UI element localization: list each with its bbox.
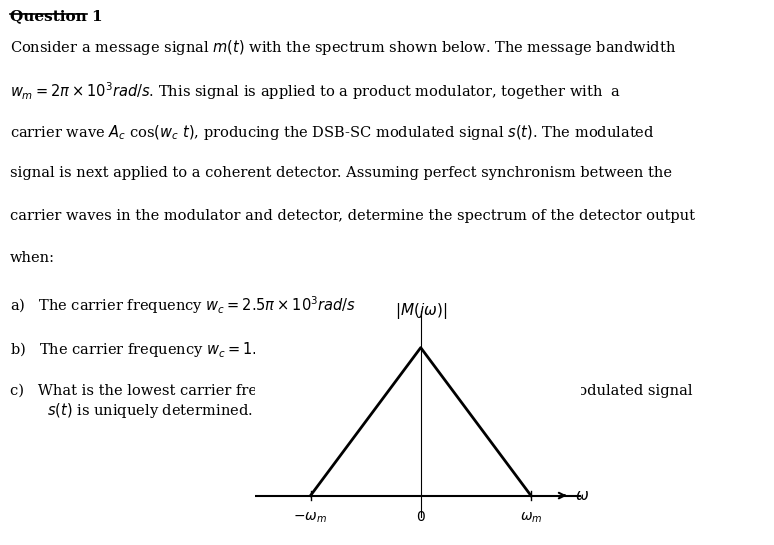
Text: carrier wave $A_c$ cos$(w_c\ t)$, producing the DSB-SC modulated signal $s(t)$. : carrier wave $A_c$ cos$(w_c\ t)$, produc… — [10, 123, 655, 142]
Text: b)   The carrier frequency $w_c = 1.5\pi \times 10^3 rad/s$: b) The carrier frequency $w_c = 1.5\pi \… — [10, 339, 357, 360]
Text: c)   What is the lowest carrier frequency for which each component of the modula: c) What is the lowest carrier frequency … — [10, 384, 693, 420]
Text: carrier waves in the modulator and detector, determine the spectrum of the detec: carrier waves in the modulator and detec… — [10, 209, 695, 222]
Text: Question 1: Question 1 — [10, 9, 103, 23]
Text: $w_m = 2\pi \times 10^3 rad/s$. This signal is applied to a product modulator, t: $w_m = 2\pi \times 10^3 rad/s$. This sig… — [10, 81, 622, 102]
Text: $\omega$: $\omega$ — [575, 488, 589, 502]
Text: a)   The carrier frequency $w_c = 2.5\pi \times 10^3 rad/s$: a) The carrier frequency $w_c = 2.5\pi \… — [10, 294, 356, 316]
Text: $\omega_m$: $\omega_m$ — [519, 510, 542, 525]
Text: $0$: $0$ — [416, 510, 426, 524]
Text: Consider a message signal $m(t)$ with the spectrum shown below. The message band: Consider a message signal $m(t)$ with th… — [10, 38, 676, 57]
Text: signal is next applied to a coherent detector. Assuming perfect synchronism betw: signal is next applied to a coherent det… — [10, 166, 672, 180]
Text: $-\omega_m$: $-\omega_m$ — [293, 510, 327, 525]
Text: $|M(j\omega)|$: $|M(j\omega)|$ — [395, 301, 447, 321]
Text: when:: when: — [10, 251, 55, 265]
